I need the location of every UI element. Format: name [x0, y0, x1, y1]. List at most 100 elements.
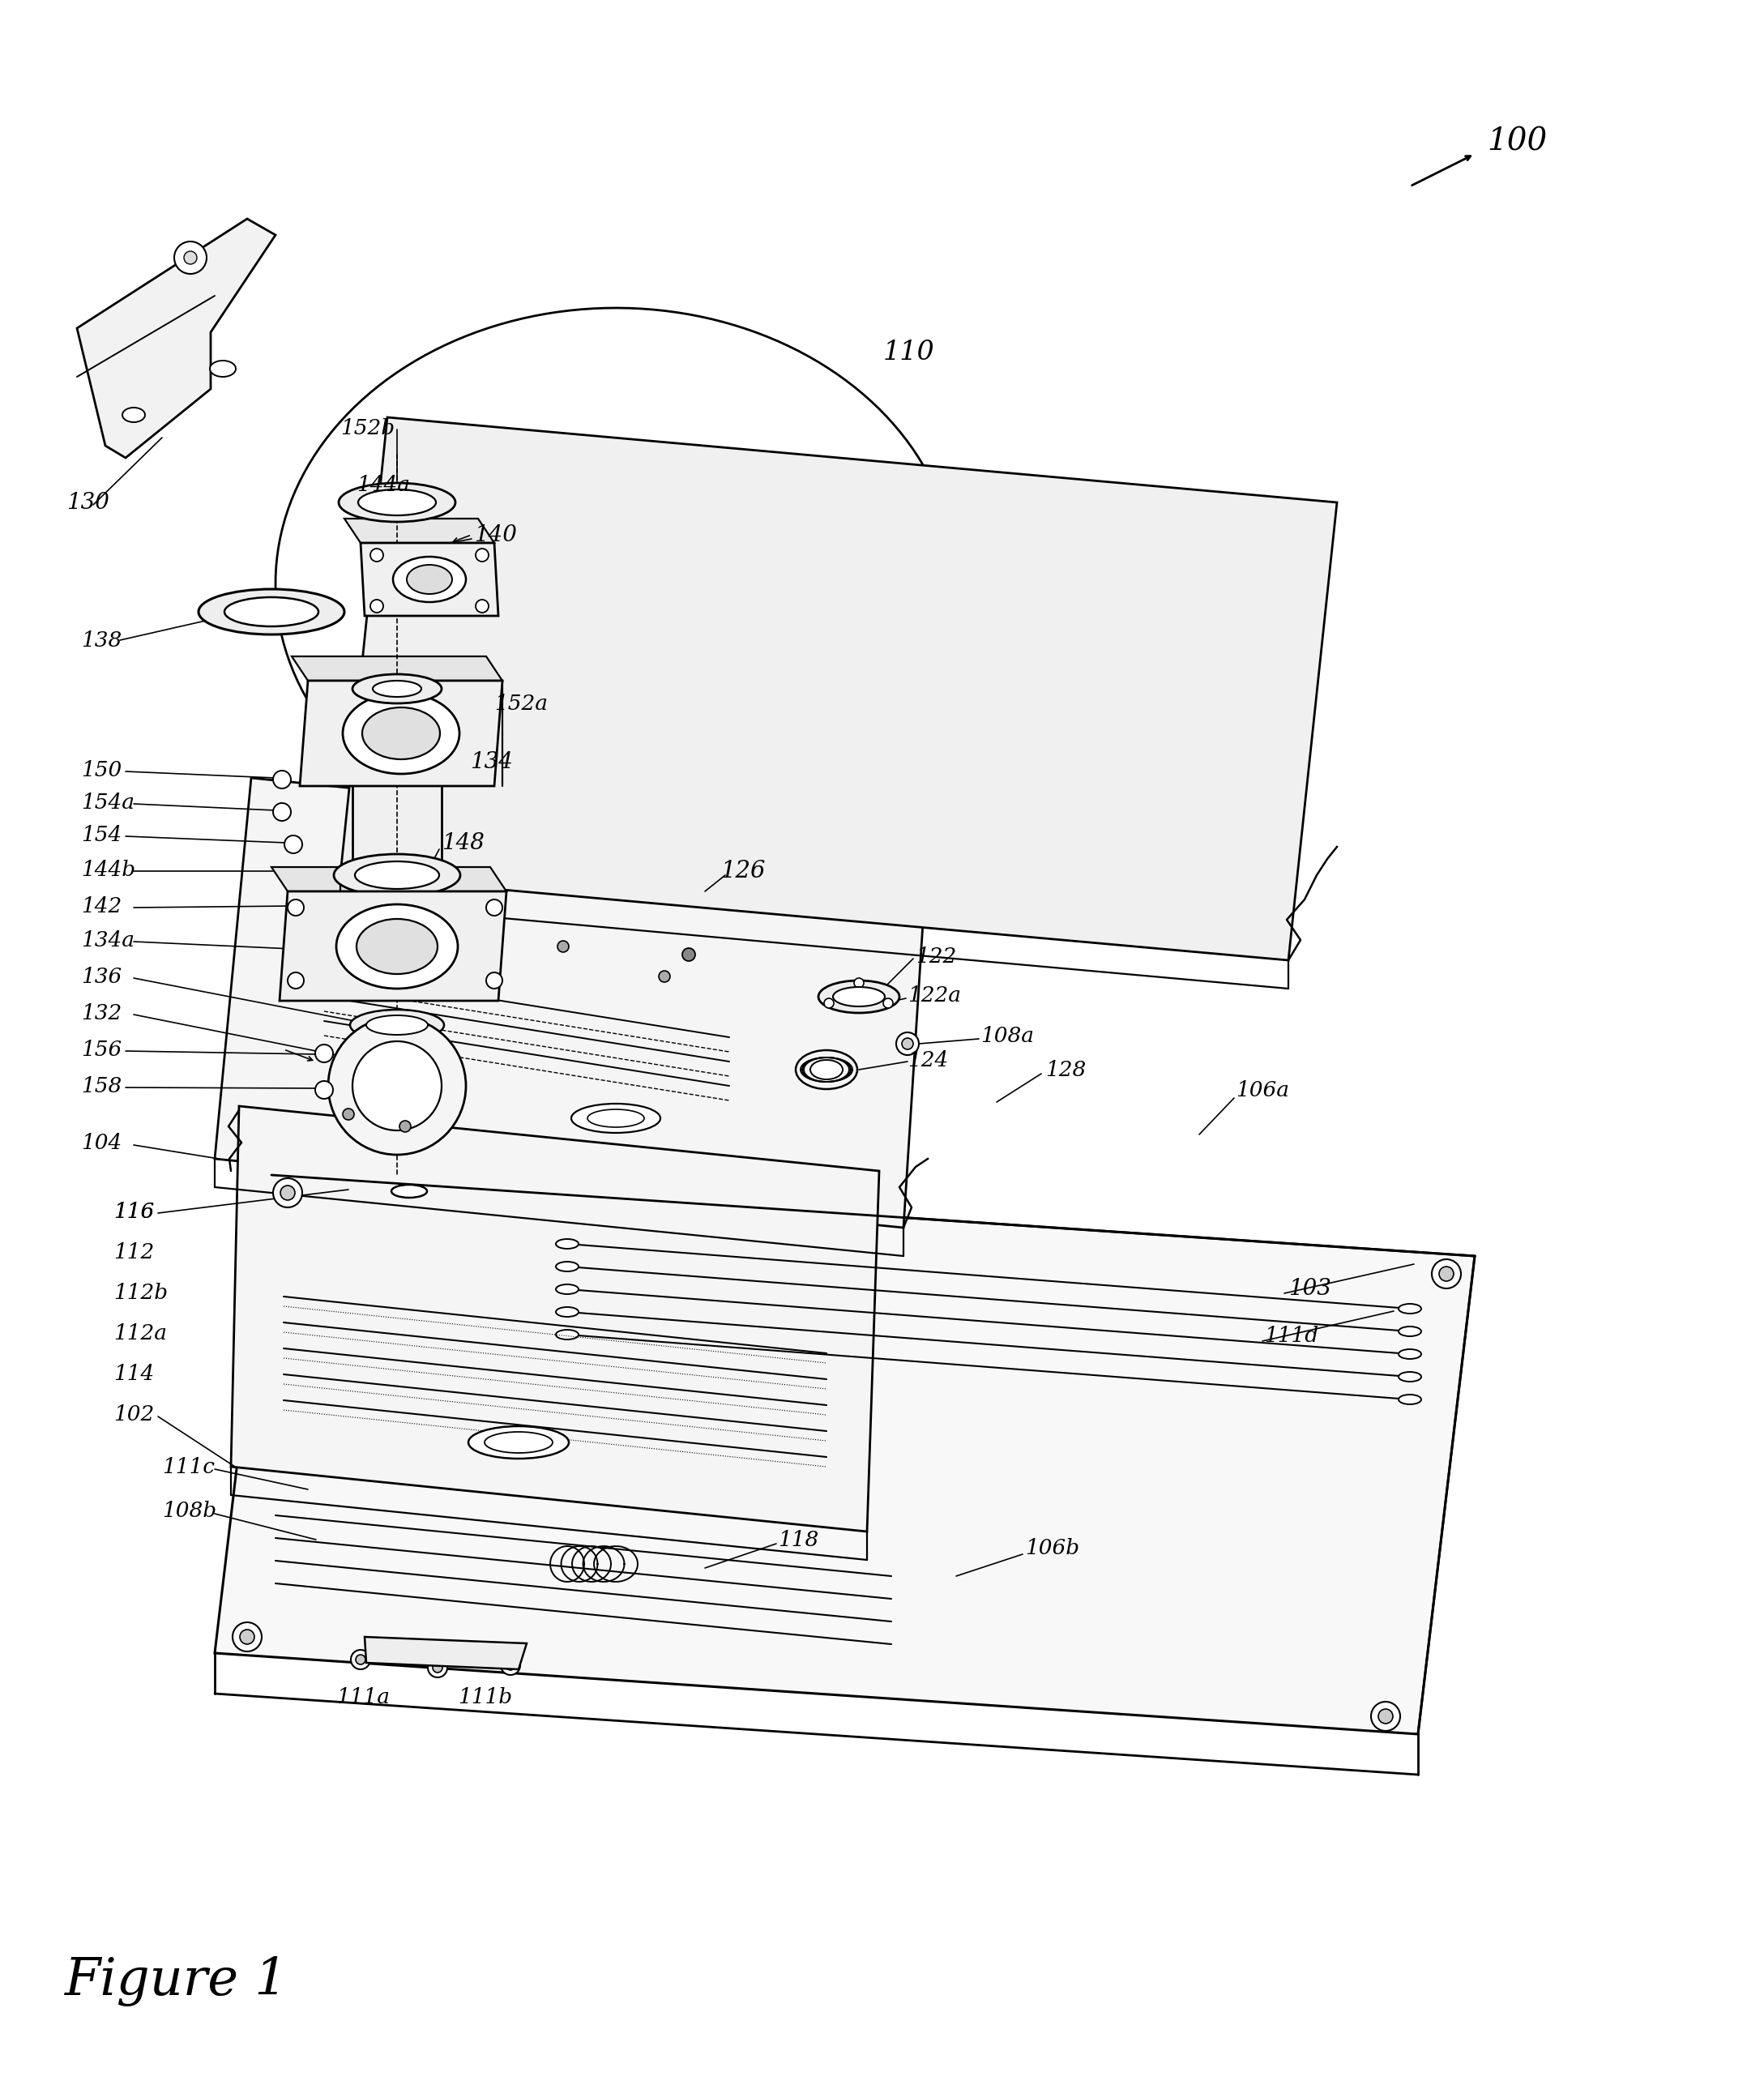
Ellipse shape [1399, 1303, 1422, 1314]
Ellipse shape [122, 407, 145, 421]
Ellipse shape [556, 1284, 579, 1295]
Text: 102: 102 [113, 1403, 153, 1424]
Text: 122: 122 [916, 947, 956, 965]
Text: 104: 104 [81, 1132, 122, 1153]
Text: 103: 103 [1288, 1278, 1332, 1299]
Circle shape [342, 1109, 355, 1120]
Polygon shape [215, 778, 928, 1228]
Text: 106a: 106a [1237, 1080, 1289, 1101]
Circle shape [487, 972, 503, 988]
Ellipse shape [556, 1330, 579, 1339]
Circle shape [273, 771, 291, 788]
Circle shape [288, 899, 303, 915]
Ellipse shape [392, 1184, 427, 1197]
Circle shape [658, 972, 670, 982]
Ellipse shape [356, 919, 437, 974]
Circle shape [175, 242, 206, 273]
Ellipse shape [393, 557, 466, 603]
Circle shape [240, 1630, 254, 1645]
Polygon shape [279, 892, 506, 1001]
Text: 136: 136 [81, 965, 122, 986]
Polygon shape [291, 657, 503, 680]
Text: 111a: 111a [337, 1687, 390, 1708]
Polygon shape [300, 680, 503, 786]
Text: 108a: 108a [981, 1026, 1034, 1047]
Circle shape [353, 1040, 441, 1130]
Text: 132: 132 [81, 1003, 122, 1024]
Ellipse shape [339, 484, 455, 521]
Ellipse shape [367, 1015, 429, 1034]
Circle shape [824, 999, 834, 1007]
Circle shape [506, 1660, 515, 1670]
Polygon shape [353, 688, 441, 961]
Text: 134: 134 [469, 751, 513, 774]
Circle shape [233, 1622, 261, 1651]
Text: 106b: 106b [1025, 1537, 1080, 1557]
Circle shape [901, 1038, 914, 1049]
Circle shape [370, 548, 383, 561]
Ellipse shape [833, 986, 886, 1007]
Ellipse shape [224, 596, 319, 626]
Ellipse shape [337, 905, 459, 988]
Ellipse shape [353, 673, 441, 703]
Polygon shape [231, 1107, 878, 1532]
Polygon shape [365, 1637, 527, 1670]
Text: 110: 110 [884, 340, 935, 365]
Text: Figure 1: Figure 1 [65, 1956, 288, 2006]
Text: 156: 156 [81, 1038, 122, 1059]
Text: 138: 138 [81, 630, 122, 651]
Polygon shape [272, 867, 506, 892]
Ellipse shape [1399, 1395, 1422, 1405]
Circle shape [183, 250, 198, 265]
Ellipse shape [1399, 1326, 1422, 1336]
Ellipse shape [353, 947, 441, 976]
Ellipse shape [469, 1426, 568, 1460]
Text: 152a: 152a [494, 692, 549, 713]
Polygon shape [360, 542, 497, 615]
Circle shape [316, 1080, 333, 1099]
Circle shape [356, 1655, 365, 1664]
Text: 114: 114 [113, 1364, 153, 1384]
Circle shape [854, 978, 864, 988]
Text: 112: 112 [113, 1243, 153, 1261]
Text: 142: 142 [81, 897, 122, 915]
Circle shape [896, 1032, 919, 1055]
Circle shape [884, 999, 893, 1007]
Ellipse shape [210, 361, 236, 377]
Text: 111d: 111d [1265, 1326, 1318, 1345]
Ellipse shape [587, 1109, 644, 1128]
Ellipse shape [818, 980, 900, 1013]
Circle shape [288, 972, 303, 988]
Text: 122a: 122a [907, 984, 961, 1005]
Text: 130: 130 [67, 492, 109, 513]
Circle shape [501, 1655, 520, 1674]
Ellipse shape [572, 1103, 660, 1132]
Ellipse shape [1399, 1349, 1422, 1359]
Circle shape [1378, 1710, 1394, 1724]
Ellipse shape [407, 565, 452, 594]
Ellipse shape [372, 680, 422, 696]
Text: 108b: 108b [162, 1501, 217, 1522]
Ellipse shape [556, 1307, 579, 1318]
Text: 140: 140 [475, 523, 517, 546]
Text: 148: 148 [441, 832, 485, 853]
Ellipse shape [556, 1261, 579, 1272]
Ellipse shape [358, 490, 436, 515]
Ellipse shape [556, 1238, 579, 1249]
Circle shape [683, 949, 695, 961]
Circle shape [328, 1017, 466, 1155]
Text: 118: 118 [778, 1530, 818, 1549]
Text: 158: 158 [81, 1076, 122, 1097]
Polygon shape [215, 1176, 1475, 1735]
Ellipse shape [362, 707, 439, 759]
Text: 144b: 144b [81, 859, 136, 880]
Ellipse shape [485, 1432, 552, 1453]
Circle shape [316, 1045, 333, 1063]
Text: 100: 100 [1487, 127, 1547, 156]
Circle shape [432, 1664, 443, 1672]
Text: 112b: 112b [113, 1282, 168, 1303]
Text: 111c: 111c [162, 1457, 215, 1476]
Text: 111b: 111b [459, 1687, 512, 1708]
Circle shape [280, 1186, 295, 1201]
Circle shape [429, 1658, 448, 1678]
